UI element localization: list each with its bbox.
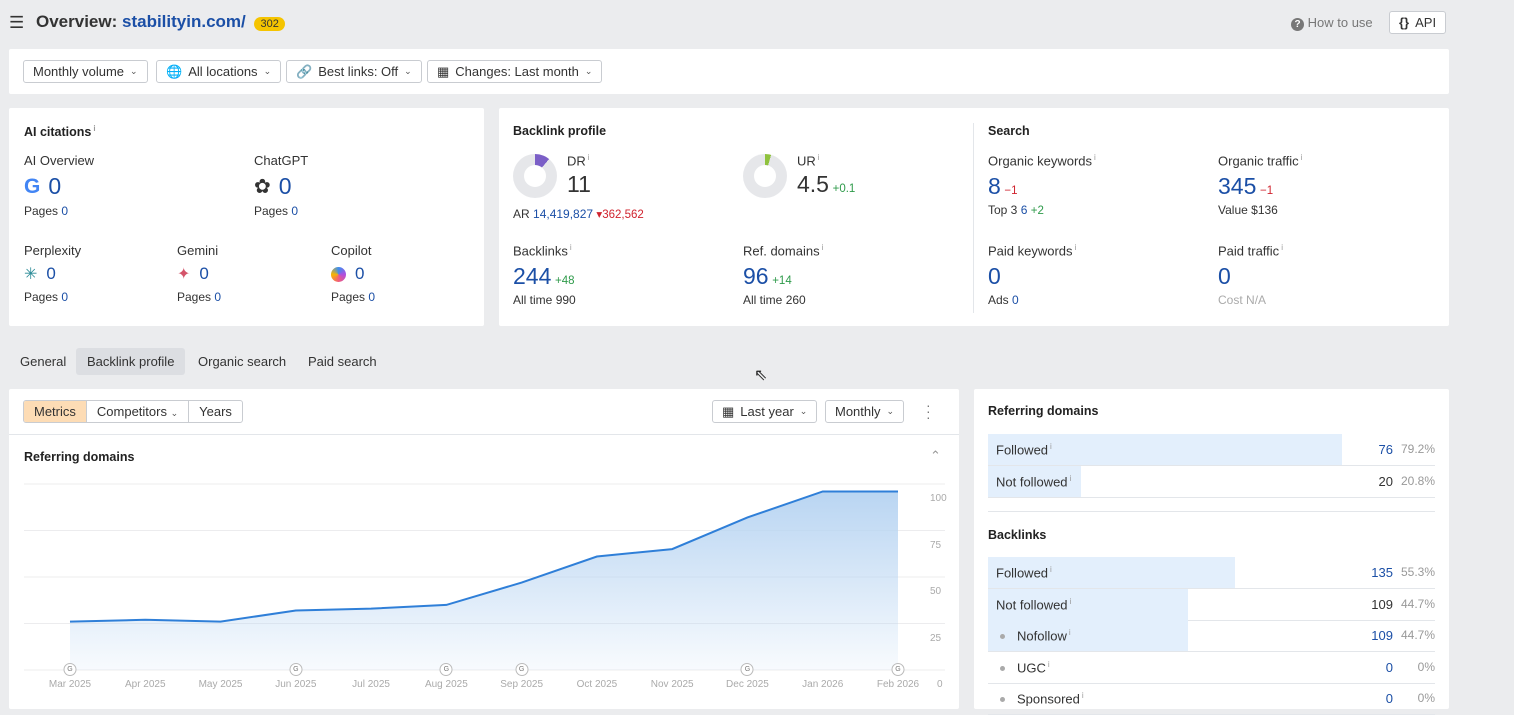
area-fill bbox=[70, 491, 898, 670]
referring-domains-chart bbox=[0, 0, 960, 700]
info-icon[interactable]: i bbox=[1069, 628, 1071, 637]
x-tick-label: Oct 2025 bbox=[577, 679, 618, 690]
x-tick-label: May 2025 bbox=[199, 679, 243, 690]
y-tick-label: 0 bbox=[937, 679, 943, 690]
x-tick-label: Sep 2025 bbox=[500, 679, 543, 690]
google-update-marker[interactable]: G bbox=[289, 663, 302, 676]
x-tick-label: Jul 2025 bbox=[352, 679, 390, 690]
how-to-use-link[interactable]: ? How to use bbox=[1291, 15, 1373, 31]
info-icon[interactable]: i bbox=[1082, 691, 1084, 700]
x-tick-label: Aug 2025 bbox=[425, 679, 468, 690]
help-icon: ? bbox=[1291, 18, 1304, 31]
bl-distribution-title: Backlinks bbox=[988, 528, 1046, 542]
google-update-marker[interactable]: G bbox=[892, 663, 905, 676]
google-update-marker[interactable]: G bbox=[515, 663, 528, 676]
x-tick-label: Apr 2025 bbox=[125, 679, 166, 690]
search-title: Search bbox=[988, 124, 1030, 138]
divider bbox=[988, 511, 1435, 512]
x-tick-label: Dec 2025 bbox=[726, 679, 769, 690]
info-icon[interactable]: i bbox=[1070, 597, 1072, 606]
x-tick-label: Jun 2025 bbox=[275, 679, 316, 690]
y-tick-label: 100 bbox=[930, 493, 947, 504]
api-button[interactable]: {}API bbox=[1389, 11, 1446, 34]
info-icon[interactable]: i bbox=[1050, 565, 1052, 574]
info-icon[interactable]: i bbox=[1070, 474, 1072, 483]
info-icon[interactable]: i bbox=[1048, 660, 1050, 669]
info-icon[interactable]: i bbox=[1075, 243, 1077, 252]
bullet-icon bbox=[1000, 666, 1005, 671]
info-icon[interactable]: i bbox=[1050, 442, 1052, 451]
x-tick-label: Feb 2026 bbox=[877, 679, 919, 690]
google-update-marker[interactable]: G bbox=[64, 663, 77, 676]
bullet-icon bbox=[1000, 634, 1005, 639]
rd-distribution-title: Referring domains bbox=[988, 404, 1098, 418]
x-tick-label: Jan 2026 bbox=[802, 679, 843, 690]
y-tick-label: 75 bbox=[930, 540, 941, 551]
divider bbox=[973, 123, 974, 313]
braces-icon: {} bbox=[1399, 15, 1409, 30]
x-tick-label: Nov 2025 bbox=[651, 679, 694, 690]
google-update-marker[interactable]: G bbox=[741, 663, 754, 676]
y-tick-label: 50 bbox=[930, 586, 941, 597]
y-tick-label: 25 bbox=[930, 633, 941, 644]
info-icon[interactable]: i bbox=[1301, 153, 1303, 162]
info-icon[interactable]: i bbox=[1094, 153, 1096, 162]
x-tick-label: Mar 2025 bbox=[49, 679, 91, 690]
info-icon[interactable]: i bbox=[1281, 243, 1283, 252]
google-update-marker[interactable]: G bbox=[440, 663, 453, 676]
